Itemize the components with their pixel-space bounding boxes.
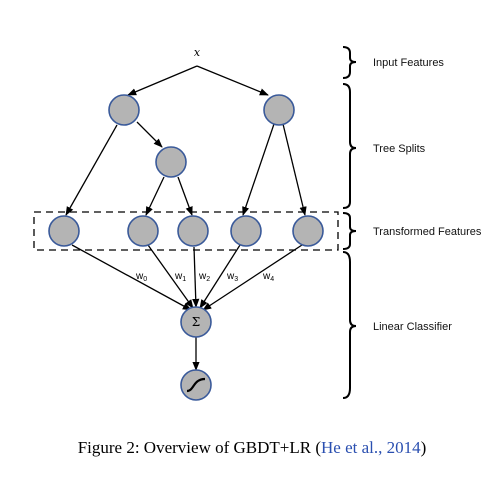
edge-leaf5-sum — [202, 244, 303, 311]
section-label-tree-splits: Tree Splits — [373, 143, 426, 155]
edge-input-tree2 — [196, 65, 269, 96]
edge-leaf3-sum — [192, 246, 200, 308]
leaf-node-5 — [292, 215, 324, 247]
leaf-node-1 — [48, 215, 80, 247]
section-label-linear-classifier: Linear Classifier — [373, 321, 452, 333]
tree1-root-node — [108, 94, 140, 126]
figure-caption: Figure 2: Overview of GBDT+LR (He et al.… — [0, 438, 504, 458]
input-features-brace — [342, 46, 357, 79]
weight-label-4: w4 — [262, 271, 274, 283]
transformed-features-brace — [342, 212, 357, 250]
tree2-root-node — [263, 94, 295, 126]
weight-label-3: w3 — [226, 271, 238, 283]
section-label-transformed-features: Transformed Features — [373, 226, 482, 238]
sum-symbol: Σ — [192, 315, 200, 329]
weight-label-2: w2 — [198, 271, 210, 283]
weight-label-0: w0 — [135, 271, 147, 283]
transformed-features-box — [33, 211, 339, 251]
section-label-input-features: Input Features — [373, 57, 444, 69]
edge-leaf1-sum — [71, 244, 192, 311]
edge-root1-left-leaf — [65, 124, 118, 216]
edge-leaf2-sum — [147, 244, 194, 309]
edge-root2-leaf5 — [282, 123, 307, 216]
tree1-inner-node — [155, 146, 187, 178]
linear-classifier-brace — [342, 251, 357, 399]
edge-inner-leaf2 — [145, 176, 165, 216]
weight-label-1: w1 — [174, 271, 186, 283]
caption-text: Figure 2: Overview of GBDT+LR ( — [77, 438, 321, 457]
sigmoid-curve-icon — [186, 377, 206, 393]
edge-inner-leaf3 — [177, 176, 193, 216]
leaf-node-2 — [127, 215, 159, 247]
edge-input-tree1 — [127, 65, 198, 96]
caption-close: ) — [420, 438, 427, 457]
leaf-node-4 — [230, 215, 262, 247]
input-x-label: x — [194, 46, 201, 59]
edge-leaf4-sum — [199, 244, 241, 309]
leaf-node-3 — [177, 215, 209, 247]
tree-splits-brace — [342, 83, 357, 209]
citation-link[interactable]: He et al., 2014 — [321, 438, 421, 457]
edge-root2-leaf4 — [242, 123, 275, 216]
sigmoid-node — [180, 369, 212, 401]
sum-node — [180, 306, 212, 338]
edge-root1-inner — [136, 121, 163, 148]
